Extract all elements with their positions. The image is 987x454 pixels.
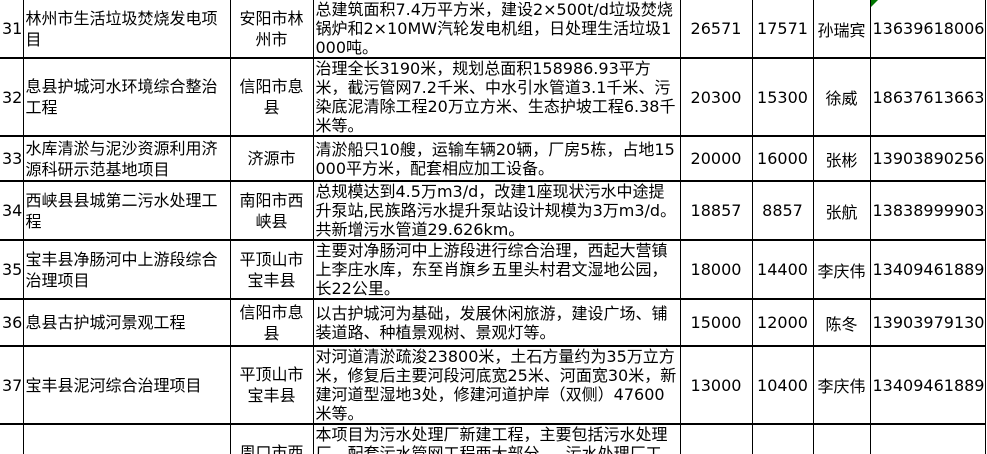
contact-name-cell[interactable]: 闫富友	[812, 423, 871, 454]
phone-cell[interactable]: 13838999903	[869, 180, 986, 241]
table-row: 38 西华经开区污水处理厂工程 周口市西华县 本项目为污水处理厂新建工程，主要包…	[0, 423, 986, 454]
table-row: 34 西峡县县城第二污水处理工程 南阳市西峡县 总规模达到4.5万m3/d，改建…	[0, 180, 986, 241]
location-cell[interactable]: 信阳市息县	[229, 298, 314, 347]
contact-name-cell[interactable]: 李庆伟	[812, 345, 871, 425]
table-row: 37 宝丰县泥河综合治理项目 平顶山市宝丰县 对河道清淤疏浚23800米，土石方…	[0, 345, 986, 425]
value1-cell[interactable]: 15000	[679, 298, 753, 347]
description-cell[interactable]: 清淤船只10艘，运输车辆20辆，厂房5栋，占地15000平方米，配套相应加工设备…	[312, 135, 681, 182]
phone-cell[interactable]: 13939442569	[869, 423, 986, 454]
table-row: 32 息县护城河水环境综合整治工程 信阳市息县 治理全长3190米，规划总面积1…	[0, 57, 986, 137]
contact-name-cell[interactable]: 陈冬	[812, 298, 871, 347]
project-name-cell[interactable]: 西峡县县城第二污水处理工程	[22, 180, 231, 241]
location-cell[interactable]: 济源市	[229, 135, 314, 182]
phone-cell[interactable]: 13409461889	[869, 239, 986, 300]
project-name-cell[interactable]: 林州市生活垃圾焚烧发电项目	[22, 0, 231, 59]
contact-name-cell[interactable]: 张彬	[812, 135, 871, 182]
row-number-cell[interactable]: 34	[0, 180, 24, 241]
project-name-cell[interactable]: 宝丰县泥河综合治理项目	[22, 345, 231, 425]
location-cell[interactable]: 信阳市息县	[229, 57, 314, 137]
project-name-cell[interactable]: 息县护城河水环境综合整治工程	[22, 57, 231, 137]
row-number-cell[interactable]: 36	[0, 298, 24, 347]
phone-cell[interactable]: 13639618006	[869, 0, 986, 59]
value2-cell[interactable]: 10400	[751, 345, 814, 425]
value2-cell[interactable]: 16000	[751, 135, 814, 182]
table-row: 31 林州市生活垃圾焚烧发电项目 安阳市林州市 总建筑面积7.4万平方米，建设2…	[0, 0, 986, 59]
location-cell[interactable]: 周口市西华县	[229, 423, 314, 454]
row-number-cell[interactable]: 33	[0, 135, 24, 182]
value1-cell[interactable]: 18000	[679, 239, 753, 300]
location-cell[interactable]: 平顶山市宝丰县	[229, 345, 314, 425]
description-cell[interactable]: 总规模达到4.5万m3/d，改建1座现状污水中途提升泵站,民族路污水提升泵站设计…	[312, 180, 681, 241]
row-number-cell[interactable]: 31	[0, 0, 24, 59]
value1-cell[interactable]: 26571	[679, 0, 753, 59]
value2-cell[interactable]: 8857	[751, 180, 814, 241]
row-number-cell[interactable]: 38	[0, 423, 24, 454]
table-row: 35 宝丰县净肠河中上游段综合治理项目 平顶山市宝丰县 主要对净肠河中上游段进行…	[0, 239, 986, 300]
project-name-cell[interactable]: 西华经开区污水处理厂工程	[22, 423, 231, 454]
phone-number: 13639618006	[872, 19, 985, 38]
excel-error-flag-icon	[871, 0, 878, 7]
contact-name-cell[interactable]: 张航	[812, 180, 871, 241]
location-cell[interactable]: 南阳市西峡县	[229, 180, 314, 241]
contact-name-cell[interactable]: 徐威	[812, 57, 871, 137]
description-cell[interactable]: 以古护城河为基础，发展休闲旅游，建设广场、铺装道路、种植景观树、景观灯等。	[312, 298, 681, 347]
row-number-cell[interactable]: 37	[0, 345, 24, 425]
phone-cell[interactable]: 18637613663	[869, 57, 986, 137]
description-cell[interactable]: 治理全长3190米，规划总面积158986.93平方米，截污管网7.2千米、中水…	[312, 57, 681, 137]
location-cell[interactable]: 安阳市林州市	[229, 0, 314, 59]
value1-cell[interactable]: 13000	[679, 345, 753, 425]
phone-cell[interactable]: 13903979130	[869, 298, 986, 347]
value2-cell[interactable]: 14400	[751, 239, 814, 300]
description-cell[interactable]: 总建筑面积7.4万平方米，建设2×500t/d垃圾焚烧锅炉和2×10MW汽轮发电…	[312, 0, 681, 59]
project-name-cell[interactable]: 息县古护城河景观工程	[22, 298, 231, 347]
description-cell[interactable]: 本项目为污水处理厂新建工程，主要包括污水处理厂、配套污水管网工程两大部分， 污水…	[312, 423, 681, 454]
contact-name-cell[interactable]: 孙瑞宾	[812, 0, 871, 59]
value2-cell[interactable]: 8000	[751, 423, 814, 454]
table-row: 33 水库清淤与泥沙资源利用济源科研示范基地项目 济源市 清淤船只10艘，运输车…	[0, 135, 986, 182]
project-name-cell[interactable]: 水库清淤与泥沙资源利用济源科研示范基地项目	[22, 135, 231, 182]
value1-cell[interactable]: 12380	[679, 423, 753, 454]
value2-cell[interactable]: 15300	[751, 57, 814, 137]
project-name-cell[interactable]: 宝丰县净肠河中上游段综合治理项目	[22, 239, 231, 300]
phone-cell[interactable]: 13409461889	[869, 345, 986, 425]
value1-cell[interactable]: 20300	[679, 57, 753, 137]
row-number-cell[interactable]: 35	[0, 239, 24, 300]
row-number-cell[interactable]: 32	[0, 57, 24, 137]
value2-cell[interactable]: 17571	[751, 0, 814, 59]
description-cell[interactable]: 对河道清淤疏浚23800米，土石方量约为35万立方米，修复后主要河段河底宽25米…	[312, 345, 681, 425]
description-cell[interactable]: 主要对净肠河中上游段进行综合治理，西起大营镇上李庄水库，东至肖旗乡五里头村君文湿…	[312, 239, 681, 300]
contact-name-cell[interactable]: 李庆伟	[812, 239, 871, 300]
table-row: 36 息县古护城河景观工程 信阳市息县 以古护城河为基础，发展休闲旅游，建设广场…	[0, 298, 986, 347]
location-cell[interactable]: 平顶山市宝丰县	[229, 239, 314, 300]
value1-cell[interactable]: 20000	[679, 135, 753, 182]
phone-cell[interactable]: 13903890256	[869, 135, 986, 182]
value1-cell[interactable]: 18857	[679, 180, 753, 241]
value2-cell[interactable]: 12000	[751, 298, 814, 347]
